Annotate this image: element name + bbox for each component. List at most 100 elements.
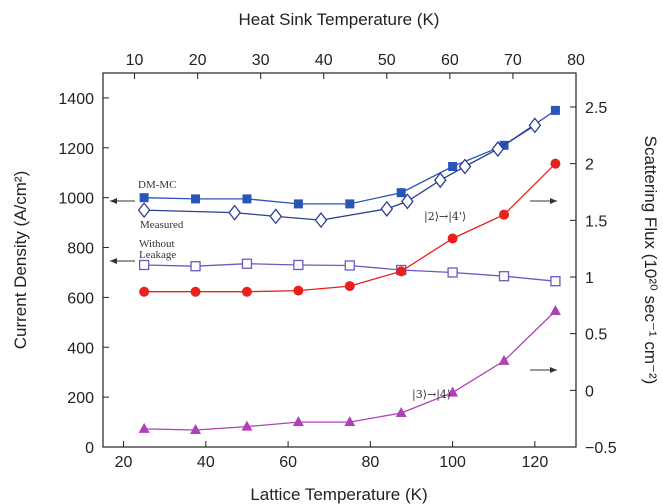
data-point <box>292 416 304 427</box>
data-point <box>433 172 447 189</box>
arrow-left-without-leakage <box>110 258 135 264</box>
annotation-2-to-4prime: |2⟩→|4'⟩ <box>424 210 466 224</box>
data-point <box>293 259 304 271</box>
series-2 <box>138 258 561 287</box>
x2-tick-label: 60 <box>441 52 459 69</box>
y-tick-label: 1000 <box>58 191 94 208</box>
y2-tick-label: 0.5 <box>585 327 607 344</box>
data-point <box>242 194 252 204</box>
y-tick-label: 200 <box>67 390 94 407</box>
y2-axis-title: Scattering Flux (10²⁰ sec⁻¹ cm⁻²) <box>641 136 660 385</box>
data-point <box>447 386 459 397</box>
data-point <box>447 233 458 244</box>
data-point <box>344 260 355 271</box>
data-point <box>241 420 253 431</box>
data-point <box>345 199 355 209</box>
series-0 <box>139 105 560 209</box>
y-tick-label: 1200 <box>58 141 94 158</box>
data-point <box>344 416 356 427</box>
series-line <box>144 163 556 293</box>
data-point <box>498 354 510 365</box>
data-point <box>549 305 561 315</box>
data-point <box>241 258 253 269</box>
x-tick-label: 120 <box>522 454 549 471</box>
arrow-right-3-to-4 <box>530 367 557 373</box>
data-point <box>396 266 407 277</box>
y2-tick-label: 2.5 <box>585 100 607 117</box>
y-tick-label: 1400 <box>58 91 94 108</box>
data-point <box>395 407 407 417</box>
x-tick-label: 80 <box>361 454 379 471</box>
annotation-dmmc: DM-MC <box>138 179 177 191</box>
x-axis-title: Lattice Temperature (K) <box>250 485 427 504</box>
data-point <box>447 267 458 278</box>
data-point <box>190 286 201 297</box>
data-point <box>228 204 241 221</box>
series-3 <box>139 158 561 297</box>
x-tick-label: 20 <box>115 454 133 471</box>
data-point <box>344 281 355 292</box>
data-point <box>138 259 150 271</box>
series-line <box>144 310 556 431</box>
y2-tick-label: −0.5 <box>585 440 617 457</box>
y2-tick-label: 2 <box>585 157 594 174</box>
y-tick-label: 800 <box>67 241 94 258</box>
data-point <box>138 422 150 433</box>
y2-tick-label: 1 <box>585 270 594 287</box>
annotation-3-to-4: |3⟩→|4⟩ <box>412 388 451 402</box>
plot-frame <box>102 72 577 448</box>
x2-tick-label: 50 <box>378 52 396 69</box>
data-point <box>448 162 458 171</box>
y-axis-title: Current Density (A/cm²) <box>11 171 30 350</box>
data-point <box>137 202 151 219</box>
data-point <box>293 199 303 209</box>
data-point <box>269 208 283 225</box>
data-point <box>139 286 150 297</box>
data-point <box>499 209 510 220</box>
series-line <box>144 109 556 205</box>
data-point <box>314 212 328 229</box>
data-point <box>528 117 542 134</box>
data-point <box>491 140 505 158</box>
data-point <box>550 158 561 169</box>
annotation-leakage: Leakage <box>139 249 176 261</box>
arrow-left-dmmc <box>110 198 135 204</box>
annotation-without: Without <box>139 238 175 250</box>
x-tick-label: 60 <box>279 454 297 471</box>
x2-tick-label: 20 <box>189 52 207 69</box>
x2-tick-label: 10 <box>126 52 144 69</box>
y2-tick-label: 0 <box>585 383 594 400</box>
data-point <box>190 424 202 434</box>
y2-tick-label: 1.5 <box>585 213 607 230</box>
data-point <box>190 261 201 272</box>
data-point <box>396 188 406 198</box>
y-tick-label: 400 <box>67 340 94 357</box>
data-point <box>293 285 304 296</box>
series-layer <box>137 105 561 434</box>
x2-tick-label: 70 <box>504 52 522 69</box>
series-line <box>144 124 536 221</box>
x-tick-label: 40 <box>197 454 215 471</box>
data-point <box>241 286 252 297</box>
data-point <box>550 276 561 287</box>
x2-tick-label: 40 <box>315 52 333 69</box>
annotation-measured: Measured <box>140 219 184 231</box>
series-4 <box>138 305 561 434</box>
y-tick-label: 0 <box>85 440 94 457</box>
x-tick-label: 100 <box>439 454 466 471</box>
data-point <box>139 193 149 203</box>
data-point <box>498 271 510 282</box>
data-point <box>550 105 560 115</box>
data-point <box>401 193 414 210</box>
x2-axis-title: Heat Sink Temperature (K) <box>239 10 440 29</box>
series-1 <box>137 117 542 229</box>
x2-tick-label: 80 <box>567 52 585 69</box>
data-point <box>380 200 394 217</box>
arrow-right-2-to-4prime <box>530 198 557 204</box>
data-point <box>458 158 472 175</box>
data-point <box>191 194 201 204</box>
y-tick-label: 600 <box>67 290 94 307</box>
x2-tick-label: 30 <box>252 52 270 69</box>
